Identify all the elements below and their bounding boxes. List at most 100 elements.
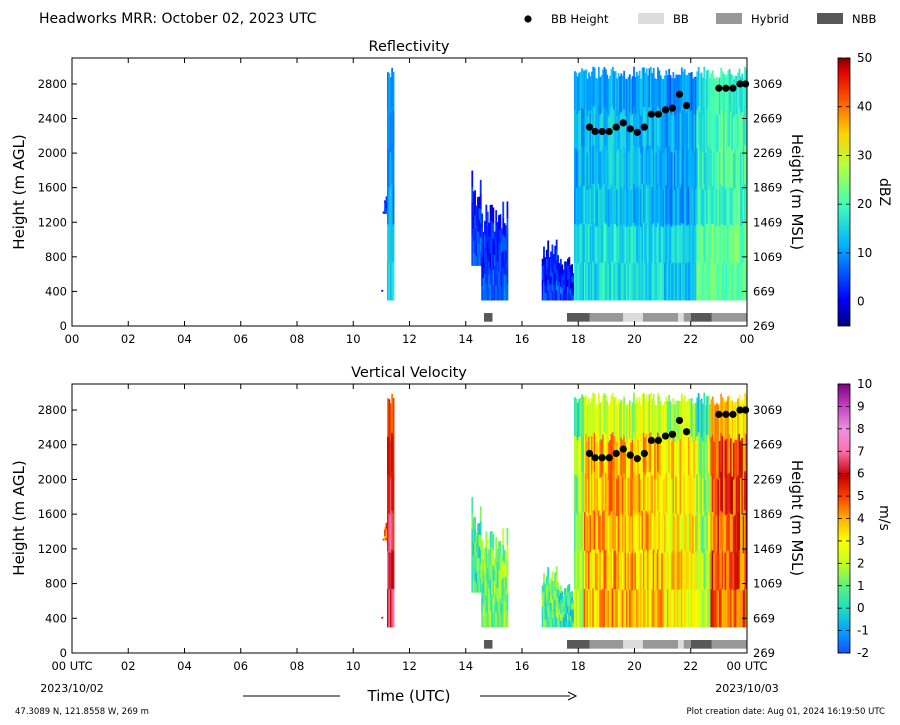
velocity-cell <box>548 590 551 599</box>
velocity-cell <box>742 441 745 479</box>
velocity-cell <box>704 553 707 591</box>
velocity-cell <box>558 620 561 628</box>
velocity-cell <box>555 606 558 618</box>
velocity-cell <box>485 579 488 596</box>
reflectivity-cell <box>616 78 619 116</box>
reflectivity-cell <box>588 72 590 111</box>
reflectivity-cell <box>506 250 509 268</box>
reflectivity-cell <box>742 152 745 190</box>
velocity-cell <box>502 610 505 628</box>
reflectivity-cell <box>569 276 572 284</box>
velocity-cell <box>389 477 392 516</box>
velocity-cell <box>630 405 633 443</box>
velocity-cell <box>627 514 630 553</box>
reflectivity-cell <box>387 224 389 263</box>
reflectivity-cell <box>744 144 746 184</box>
reflectivity-cell <box>561 282 564 289</box>
reflectivity-cell <box>648 261 651 301</box>
velocity-cell <box>385 537 388 541</box>
velocity-cell <box>716 477 718 516</box>
reflectivity-cell <box>679 112 682 151</box>
reflectivity-cell <box>486 211 489 227</box>
reflectivity-cell <box>557 270 559 278</box>
reflectivity-cell <box>602 107 604 147</box>
velocity-cell <box>581 433 583 473</box>
velocity-cell <box>623 473 626 513</box>
reflectivity-cell <box>574 109 576 148</box>
reflectivity-cell <box>664 262 666 301</box>
reflectivity-cell <box>502 201 505 219</box>
reflectivity-cell <box>699 111 701 150</box>
reflectivity-cell <box>543 255 545 265</box>
velocity-cell <box>673 515 676 554</box>
velocity-cell <box>500 602 503 616</box>
reflectivity-cell <box>687 110 690 149</box>
reflectivity-cell <box>585 223 588 263</box>
reflectivity-cell <box>737 186 739 225</box>
reflectivity-cell <box>637 225 640 264</box>
reflectivity-cell <box>633 183 635 223</box>
reflectivity-cell <box>610 68 613 108</box>
velocity-cell <box>482 581 485 594</box>
reflectivity-cell <box>575 224 578 263</box>
velocity-cell <box>589 589 592 628</box>
velocity-cell <box>561 609 564 616</box>
reflectivity-cell <box>648 145 651 185</box>
reflectivity-cell <box>477 231 479 244</box>
velocity-cell <box>571 596 574 604</box>
velocity-y-tick-label: 800 <box>45 577 67 591</box>
reflectivity-cell <box>741 111 744 150</box>
reflectivity-cell <box>506 283 509 301</box>
reflectivity-cell <box>694 151 697 189</box>
velocity-cell <box>669 438 672 477</box>
reflectivity-cell <box>724 113 727 152</box>
reflectivity-cell <box>737 110 739 149</box>
reflectivity-cell <box>710 262 713 301</box>
velocity-cell <box>568 598 571 606</box>
velocity-cell <box>702 515 704 553</box>
velocity-cell <box>713 515 716 554</box>
reflectivity-cell <box>574 223 576 263</box>
reflectivity-cell <box>554 263 557 274</box>
velocity-cell <box>627 589 630 628</box>
reflectivity-cell <box>607 189 610 227</box>
reflectivity-cell <box>559 286 562 294</box>
velocity-bb-height-point <box>591 454 599 462</box>
reflectivity-cell <box>648 184 651 224</box>
velocity-cell <box>662 553 665 591</box>
reflectivity-cell <box>603 66 606 107</box>
velocity-cell <box>493 604 496 616</box>
reflectivity-cell <box>707 146 710 186</box>
velocity-cell <box>604 588 607 628</box>
reflectivity-cell <box>709 226 711 264</box>
velocity-cell <box>638 396 641 436</box>
velocity-colorbar-tick-label: 0 <box>857 601 865 615</box>
reflectivity-bb-height-point <box>654 110 663 118</box>
reflectivity-cell <box>616 226 619 264</box>
reflectivity-cell <box>589 225 592 264</box>
velocity-cell <box>693 402 696 441</box>
reflectivity-cell <box>693 262 696 301</box>
reflectivity-bb-height-point <box>729 84 737 92</box>
velocity-cell <box>616 515 619 554</box>
reflectivity-cell <box>619 262 621 301</box>
reflectivity-cell <box>586 78 589 116</box>
reflectivity-cell <box>579 71 582 111</box>
velocity-cell <box>676 476 679 515</box>
velocity-cell <box>485 611 488 628</box>
reflectivity-cell <box>635 223 638 263</box>
velocity-cell <box>669 551 672 590</box>
velocity-cell <box>685 551 687 590</box>
reflectivity-cell <box>392 224 395 263</box>
velocity-bb-type-segment <box>589 639 624 649</box>
reflectivity-cell <box>714 226 717 264</box>
reflectivity-cell <box>472 216 475 229</box>
reflectivity-cell <box>555 289 558 301</box>
velocity-x-tick-label: 20 <box>627 659 642 673</box>
reflectivity-cell <box>686 112 689 151</box>
velocity-cell <box>474 579 476 593</box>
legend: BB Height BB Hybrid NBB <box>524 12 876 26</box>
velocity-cell <box>669 476 672 515</box>
reflectivity-cell <box>500 288 503 301</box>
reflectivity-cell <box>589 262 592 301</box>
